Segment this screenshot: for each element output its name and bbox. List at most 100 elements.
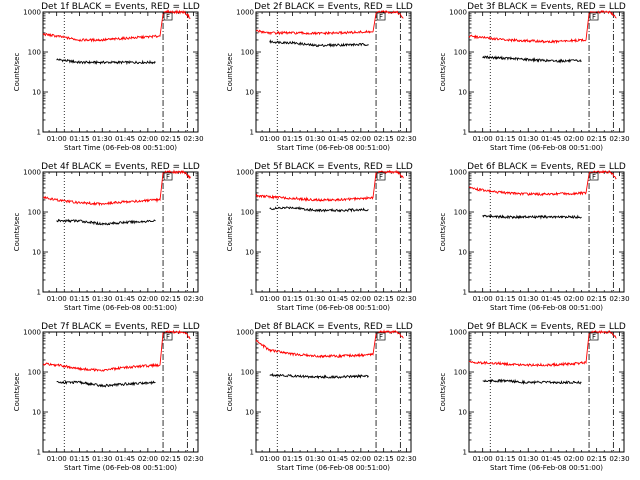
x-tick-label: 02:30 <box>396 135 416 143</box>
series-line-events <box>56 58 156 66</box>
x-tick-label: 01:45 <box>541 295 561 303</box>
x-tick-label: 02:15 <box>161 455 181 463</box>
x-tick-label: 01:30 <box>305 455 325 463</box>
x-tick-label: 02:00 <box>351 295 371 303</box>
y-tick-label: 1 <box>37 129 41 137</box>
y-tick-label: 1000 <box>236 329 254 337</box>
series-line-lld <box>255 169 404 202</box>
plot-frame <box>42 11 199 133</box>
flag-marker-box <box>589 172 599 181</box>
series-line-lld <box>42 169 191 207</box>
x-tick-label: 02:30 <box>396 455 416 463</box>
x-tick-label: 02:00 <box>351 135 371 143</box>
x-tick-label: 02:00 <box>138 135 158 143</box>
y-tick-label: 10 <box>245 89 254 97</box>
x-tick-label: 02:15 <box>161 135 181 143</box>
plot-frame <box>468 11 625 133</box>
chart-panel: Det 6f BLACK = Events, RED = LLD 1 10 100 10… <box>439 162 630 312</box>
flag-marker-label: F <box>166 13 170 21</box>
x-tick-label: 01:30 <box>305 295 325 303</box>
plot-frame <box>255 331 412 453</box>
chart-title: Det 7f BLACK = Events, RED = LLD <box>41 322 200 332</box>
y-tick-label: 1000 <box>236 169 254 177</box>
y-tick-label: 100 <box>241 369 254 377</box>
y-tick-label: 10 <box>458 409 467 417</box>
plot-frame <box>42 171 199 293</box>
x-tick-label: 02:30 <box>396 295 416 303</box>
y-tick-label: 1000 <box>23 9 41 17</box>
y-tick-label: 10 <box>32 409 41 417</box>
y-tick-label: 1 <box>463 129 467 137</box>
x-tick-label: 01:30 <box>518 295 538 303</box>
flag-marker-label: F <box>379 333 383 341</box>
x-tick-label: 02:15 <box>587 135 607 143</box>
x-tick-label: 02:15 <box>587 455 607 463</box>
x-tick-label: 01:15 <box>495 135 515 143</box>
chart-title: Det 3f BLACK = Events, RED = LLD <box>467 2 626 12</box>
flag-marker-box <box>163 12 173 21</box>
series-line-lld <box>255 329 404 359</box>
series-line-lld <box>255 10 404 36</box>
series-line-lld <box>42 9 191 43</box>
y-tick-label: 1 <box>463 449 467 457</box>
series-line-events <box>482 378 582 385</box>
flag-marker-label: F <box>166 333 170 341</box>
series-line-lld <box>42 329 191 372</box>
plot-frame <box>42 331 199 453</box>
x-tick-label: 02:15 <box>374 135 394 143</box>
x-axis-label: Start Time (06-Feb-08 00:51:00) <box>277 144 390 152</box>
y-tick-label: 100 <box>28 209 41 217</box>
x-tick-label: 01:45 <box>328 455 348 463</box>
x-tick-label: 02:30 <box>183 135 203 143</box>
y-tick-label: 100 <box>28 369 41 377</box>
y-tick-label: 10 <box>245 249 254 257</box>
chart-title: Det 4f BLACK = Events, RED = LLD <box>41 162 200 172</box>
x-tick-label: 02:15 <box>374 295 394 303</box>
flag-marker-box <box>376 172 386 181</box>
y-axis-label: Counts/sec <box>439 53 447 92</box>
x-tick-label: 01:15 <box>495 455 515 463</box>
y-axis-label: Counts/sec <box>439 213 447 252</box>
y-tick-label: 10 <box>32 249 41 257</box>
chart-panel: Det 7f BLACK = Events, RED = LLD 1 10 100 10… <box>13 322 204 472</box>
y-axis-label: Counts/sec <box>13 213 21 252</box>
chart-panel: Det 3f BLACK = Events, RED = LLD 1 10 100 10… <box>439 2 630 152</box>
y-tick-label: 10 <box>458 89 467 97</box>
y-axis-label: Counts/sec <box>226 53 234 92</box>
y-tick-label: 100 <box>454 49 467 57</box>
y-tick-label: 1000 <box>449 9 467 17</box>
flag-marker-label: F <box>592 13 596 21</box>
y-axis-label: Counts/sec <box>226 373 234 412</box>
y-tick-label: 100 <box>454 209 467 217</box>
series-line-events <box>56 379 156 388</box>
chart-panel: Det 1f BLACK = Events, RED = LLD 1 10 100 10… <box>13 2 204 152</box>
x-tick-label: 02:15 <box>161 295 181 303</box>
x-axis-label: Start Time (06-Feb-08 00:51:00) <box>277 304 390 312</box>
plot-frame <box>468 331 625 453</box>
series-line-events <box>482 214 582 220</box>
series-line-lld <box>468 169 617 197</box>
x-tick-label: 01:30 <box>92 455 112 463</box>
chart-panel: Det 5f BLACK = Events, RED = LLD 1 10 100 10… <box>226 162 417 312</box>
x-tick-label: 01:45 <box>115 135 135 143</box>
x-tick-label: 02:30 <box>609 135 629 143</box>
x-tick-label: 01:15 <box>282 295 302 303</box>
x-tick-label: 01:00 <box>473 135 493 143</box>
flag-marker-label: F <box>592 333 596 341</box>
y-tick-label: 1 <box>37 449 41 457</box>
x-tick-label: 02:15 <box>374 455 394 463</box>
y-tick-label: 1000 <box>449 169 467 177</box>
series-line-events <box>482 55 582 64</box>
y-tick-label: 1000 <box>449 329 467 337</box>
x-tick-label: 01:30 <box>518 455 538 463</box>
x-tick-label: 02:00 <box>351 455 371 463</box>
flag-marker-box <box>376 12 386 21</box>
chart-title: Det 5f BLACK = Events, RED = LLD <box>254 162 413 172</box>
x-axis-label: Start Time (06-Feb-08 00:51:00) <box>64 304 177 312</box>
x-axis-label: Start Time (06-Feb-08 00:51:00) <box>490 304 603 312</box>
y-tick-label: 1000 <box>23 169 41 177</box>
x-tick-label: 01:15 <box>69 295 89 303</box>
x-tick-label: 01:45 <box>541 135 561 143</box>
x-axis-label: Start Time (06-Feb-08 00:51:00) <box>277 464 390 472</box>
